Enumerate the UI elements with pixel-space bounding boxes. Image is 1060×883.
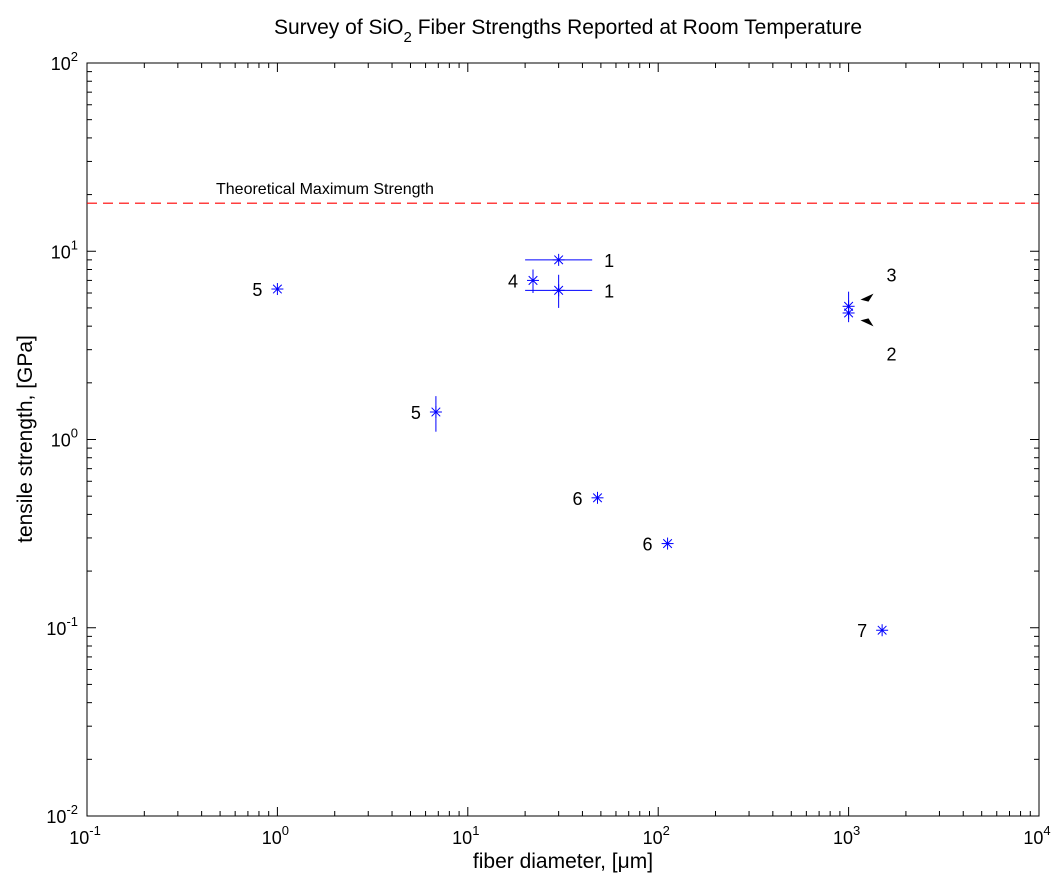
x-axis-label: fiber diameter, [μm] [473,850,653,873]
data-point [429,405,442,418]
y-tick-label: 10-2 [46,802,78,827]
x-tick-label: 10-1 [69,823,101,848]
data-marks: 5 1 4 1 5 6 6 7 [252,251,889,641]
data-point [876,624,889,637]
y-tick-label: 102 [51,49,78,74]
y-tick-label: 101 [51,237,78,262]
asterisk-stroke [877,625,887,635]
data-point [661,537,674,550]
title-subscript: 2 [404,29,412,46]
asterisk-stroke [843,308,854,318]
data-point [552,284,565,297]
x-tick-label: 100 [262,823,289,848]
plot-area [86,62,1040,817]
asterisk-stroke [528,275,538,286]
asterisk-stroke [431,407,441,417]
y-axis-label: tensile strength, [GPa] [14,335,37,543]
point-label: 5 [252,280,262,300]
annotation-label: 2 [886,344,896,364]
annotation-arrow-head [860,293,874,302]
y-tick-label: 10-1 [46,614,78,639]
point-label: 5 [411,403,421,423]
point-label: 1 [604,251,614,271]
theoretical-max-label: Theoretical Maximum Strength [216,181,434,198]
point-label: 1 [604,281,614,301]
data-point [526,274,539,287]
asterisk-stroke [553,255,564,265]
data-point [842,306,855,319]
chart-title: Survey of SiO2 Fiber Strengths Reported … [274,16,862,46]
asterisk-stroke [272,284,283,294]
x-tick-label: 102 [643,823,670,848]
asterisk-stroke [592,493,603,503]
annotation-group: 32 [860,266,896,364]
asterisk-stroke [843,301,854,311]
point-label: 6 [643,535,653,555]
x-tick-label: 103 [833,823,860,848]
data-point [271,283,284,296]
point-label: 7 [857,621,867,641]
annotation-label: 3 [886,266,896,286]
data-point [591,491,604,504]
data-point [552,253,565,266]
point-label: 4 [508,271,518,291]
asterisk-stroke [662,538,673,549]
x-tick-label: 101 [452,823,479,848]
point-label: 6 [572,489,582,509]
x-tick-label: 104 [1023,823,1050,848]
theoretical-max-group: Theoretical Maximum Strength [87,181,1039,204]
asterisk-stroke [553,285,564,295]
annotation-arrow-head [860,318,874,327]
y-tick-label: 100 [51,426,78,451]
